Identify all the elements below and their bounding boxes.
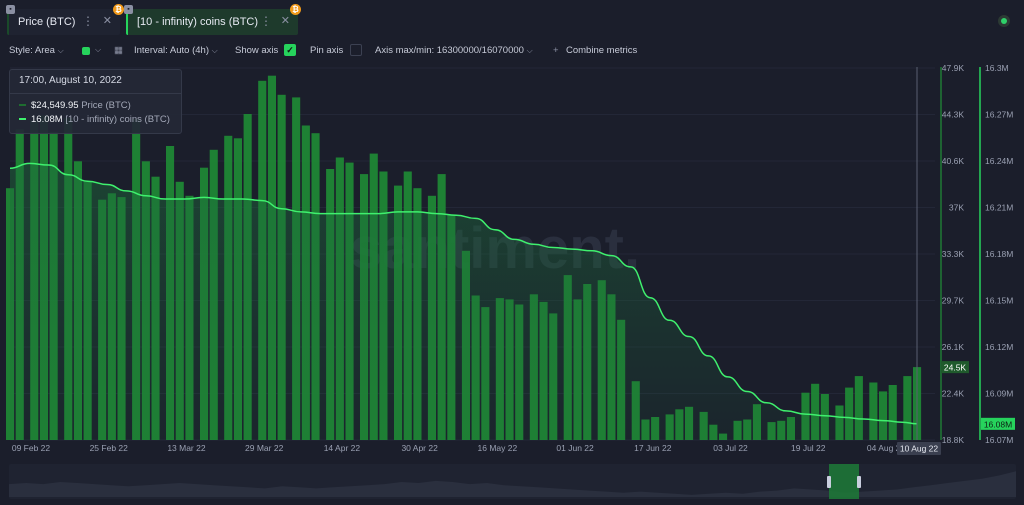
left-current-value: 24.5K [944,363,967,373]
metric-toolbar: Style: Area ⌵ ⌵ ▦ Interval: Auto (4h) ⌵ … [0,42,1024,60]
tab-bar: Price (BTC) ⋮ ✕ ▪ ₿ [10 - infinity) coin… [0,0,1024,40]
close-icon[interactable]: ✕ [280,15,290,27]
right-axis-tick: 16.24M [985,156,1013,166]
tooltip-value: 16.08M [31,114,63,125]
tooltip-name: Price (BTC) [81,100,131,111]
tooltip: 17:00, August 10, 2022 $24,549.95 Price … [9,69,182,134]
pin-axis-checkbox[interactable] [350,44,362,56]
navigator-handle-right [857,476,861,488]
x-axis-tick: 04 Aug 22 [867,443,906,453]
plus-icon: + [553,45,559,56]
axis-maxmin-label: Axis max/min: 16300000/16070000 [375,45,524,56]
chevron-down-icon: ⌵ [526,46,533,55]
x-axis-tick: 19 Jul 22 [791,443,826,453]
right-axis-tick: 16.27M [985,110,1013,120]
lock-icon: ▪ [124,5,133,14]
tooltip-date: 17:00, August 10, 2022 [19,75,122,86]
price-bar [903,376,912,440]
left-axis-tick: 40.6K [942,156,965,166]
legend-marker [19,118,26,121]
left-axis-tick: 22.4K [942,389,965,399]
calendar-icon: ▦ [114,45,123,56]
x-current-label: 10 Aug 22 [900,444,939,454]
right-axis-tick: 16.15M [985,296,1013,306]
axis-maxmin-select[interactable]: Axis max/min: 16300000/16070000 ⌵ [375,45,533,56]
x-current-badge [897,442,941,455]
x-axis-tick: 25 Feb 22 [90,443,129,453]
tooltip-row-coins: 16.08M [10 - infinity) coins (BTC) [19,114,170,125]
close-icon[interactable]: ✕ [102,15,112,27]
x-axis-tick: 29 Mar 22 [245,443,284,453]
x-axis-tick: 01 Jun 22 [556,443,594,453]
right-axis-tick: 16.18M [985,249,1013,259]
x-axis-tick: 16 May 22 [478,443,518,453]
navigator-selection [829,464,859,499]
color-swatch[interactable] [82,47,90,55]
x-axis-tick: 30 Apr 22 [401,443,438,453]
navigator-area [9,471,1016,497]
x-axis-tick: 13 Mar 22 [167,443,206,453]
right-axis-tick: 16.07M [985,435,1013,445]
left-axis-tick: 33.3K [942,249,965,259]
bitcoin-icon: ₿ [113,4,124,15]
x-axis-labels: 09 Feb 22 25 Feb 22 13 Mar 22 29 Mar 22 14 A… [12,442,941,455]
interval-select[interactable]: Interval: Auto (4h) ⌵ [134,45,218,56]
price-bar [811,383,820,440]
style-label: Style: Area [9,45,55,56]
tooltip-divider [10,93,181,94]
show-axis-label: Show axis [235,45,279,56]
x-axis-tick: 14 Apr 22 [324,443,361,453]
pin-axis-label: Pin axis [310,45,344,56]
left-axis-tick: 37K [949,203,964,213]
price-bar [879,391,888,440]
bitcoin-icon: ₿ [290,4,301,15]
price-bar [888,385,897,440]
left-axis-tick: 26.1K [942,342,965,352]
left-axis-tick: 18.8K [942,435,965,445]
coins-area [10,163,917,440]
tab-label: Price (BTC) [18,16,76,28]
chevron-down-icon[interactable]: ⌵ [95,45,102,54]
x-axis-tick: 03 Jul 22 [713,443,748,453]
interval-label: Interval: Auto (4h) [134,45,209,56]
navigator-handle-left [827,476,831,488]
right-axis-tick: 16.09M [985,389,1013,399]
combine-metrics-button[interactable]: Combine metrics [566,45,638,56]
legend-marker [19,104,26,107]
right-current-badge [981,417,1015,430]
style-select[interactable]: Style: Area ⌵ [9,45,64,56]
x-axis-tick: 17 Jun 22 [634,443,672,453]
tooltip-name: [10 - infinity) coins (BTC) [65,114,170,125]
tab-coins-10-infinity[interactable]: [10 - infinity) coins (BTC) ⋮ ✕ [126,9,298,35]
left-axis-tick: 47.9K [942,63,965,73]
price-bar [845,387,854,440]
navigator[interactable] [9,464,1016,499]
right-current-value: 16.08M [984,419,1012,429]
right-axis-tick: 16.21M [985,203,1013,213]
right-axis-tick: 16.3M [985,63,1009,73]
x-axis-tick: 09 Feb 22 [12,443,51,453]
y-axis-labels: 47.9K 44.3K 40.6K 37K 33.3K 29.7K 26.1K 22.4K 18… [941,63,1015,445]
tooltip-value: $24,549.95 [31,100,79,111]
tab-price-btc[interactable]: Price (BTC) ⋮ ✕ [7,9,120,35]
left-axis-tick: 29.7K [942,296,965,306]
coins-line [9,162,918,425]
tooltip-row-price: $24,549.95 Price (BTC) [19,100,131,111]
price-bar [869,382,878,440]
left-current-badge [941,361,969,374]
more-options-icon[interactable]: ⋮ [260,14,272,28]
tab-label: [10 - infinity) coins (BTC) [137,16,259,28]
more-options-icon[interactable]: ⋮ [82,14,94,28]
chevron-down-icon: ⌵ [57,46,64,55]
price-bar [854,376,863,440]
chevron-down-icon: ⌵ [211,46,218,55]
right-axis-tick: 16.12M [985,342,1013,352]
lock-icon: ▪ [6,5,15,14]
left-axis-tick: 44.3K [942,110,965,120]
live-status-icon[interactable] [998,15,1010,27]
show-axis-checkbox[interactable]: ✓ [284,44,296,56]
